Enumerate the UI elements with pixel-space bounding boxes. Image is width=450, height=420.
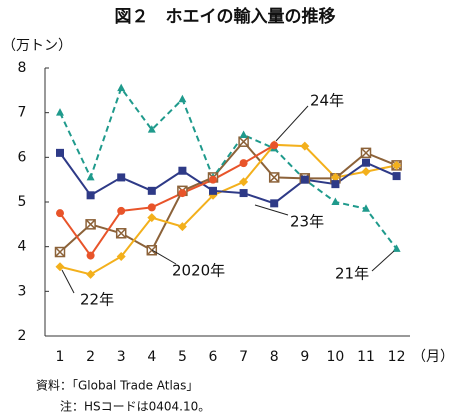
y-tick-label: 4 bbox=[18, 239, 27, 255]
point bbox=[86, 269, 96, 279]
point bbox=[362, 204, 370, 212]
point bbox=[270, 199, 279, 208]
x-tick-label: 4 bbox=[147, 349, 156, 365]
point bbox=[331, 197, 340, 205]
point bbox=[239, 130, 248, 138]
leader-line bbox=[275, 105, 309, 142]
x-tick-label: 12 bbox=[388, 349, 406, 365]
series-label: 22年 bbox=[80, 291, 114, 309]
point bbox=[117, 173, 126, 182]
point-cross bbox=[85, 219, 96, 230]
leader-line bbox=[254, 204, 289, 216]
x-tick-label: 1 bbox=[56, 349, 65, 365]
point-cross bbox=[238, 136, 249, 147]
leader-line bbox=[61, 269, 75, 294]
point-cross bbox=[360, 147, 372, 158]
point-cross bbox=[146, 245, 157, 256]
x-tick-label: 8 bbox=[270, 349, 279, 365]
point bbox=[177, 222, 187, 232]
point bbox=[146, 244, 158, 256]
y-tick-label: 2 bbox=[18, 328, 27, 344]
point bbox=[239, 159, 248, 168]
point bbox=[178, 94, 187, 103]
y-tick-label: 8 bbox=[18, 60, 27, 76]
point bbox=[56, 209, 64, 218]
x-tick-label: 2 bbox=[86, 349, 95, 365]
point bbox=[178, 166, 187, 175]
series-line bbox=[59, 143, 397, 276]
x-tick-label: 5 bbox=[178, 349, 187, 365]
point-cross bbox=[54, 246, 66, 258]
point bbox=[56, 148, 64, 157]
series-label: 21年 bbox=[335, 265, 369, 283]
chart-title: 図２ ホエイの輸入量の推移 bbox=[115, 6, 336, 27]
point bbox=[147, 203, 156, 212]
point bbox=[392, 160, 402, 170]
point bbox=[147, 213, 157, 223]
point bbox=[86, 172, 95, 181]
series-line bbox=[59, 140, 397, 253]
x-axis-label: （月） bbox=[412, 349, 450, 365]
point bbox=[86, 191, 95, 200]
y-tick-label: 3 bbox=[18, 283, 27, 299]
note: 資料：「Global Trade Atlas」 bbox=[36, 379, 198, 393]
point bbox=[56, 108, 64, 116]
point bbox=[268, 172, 280, 183]
x-tick-label: 3 bbox=[117, 349, 126, 365]
point bbox=[178, 189, 187, 198]
series-label: 2020年 bbox=[172, 262, 225, 280]
point bbox=[209, 175, 217, 184]
y-tick-label: 7 bbox=[18, 105, 27, 121]
point bbox=[54, 246, 66, 258]
x-tick-label: 9 bbox=[300, 349, 309, 365]
point bbox=[270, 141, 279, 150]
point bbox=[330, 172, 340, 182]
y-tick-label: 6 bbox=[18, 149, 27, 165]
point bbox=[147, 125, 156, 133]
x-tick-label: 7 bbox=[239, 349, 248, 365]
point bbox=[300, 175, 309, 184]
point bbox=[116, 251, 126, 261]
point bbox=[86, 251, 95, 260]
point bbox=[238, 136, 249, 147]
series-line bbox=[59, 85, 398, 250]
x-tick-label: 11 bbox=[357, 349, 375, 365]
point bbox=[239, 189, 248, 198]
point bbox=[300, 141, 310, 151]
point-cross bbox=[116, 228, 127, 239]
point bbox=[361, 167, 371, 177]
x-tick-label: 6 bbox=[209, 349, 218, 365]
x-tick-label: 10 bbox=[326, 349, 344, 365]
leader-line bbox=[371, 250, 395, 272]
leader-line bbox=[151, 249, 177, 265]
series-label: 23年 bbox=[290, 213, 324, 231]
point bbox=[209, 186, 217, 195]
note: 注：HSコードは0404.10。 bbox=[60, 399, 210, 414]
point-cross bbox=[269, 172, 280, 183]
point bbox=[147, 186, 156, 195]
series-label: 24年 bbox=[310, 92, 344, 110]
point bbox=[85, 219, 96, 230]
point bbox=[115, 228, 127, 239]
point bbox=[55, 262, 65, 272]
point bbox=[331, 180, 340, 189]
point bbox=[239, 177, 249, 187]
point bbox=[117, 83, 126, 92]
point bbox=[360, 147, 372, 159]
series-line bbox=[59, 144, 275, 258]
point bbox=[362, 158, 370, 167]
point bbox=[392, 172, 401, 181]
y-axis-label: （万トン） bbox=[2, 38, 72, 54]
y-tick-label: 5 bbox=[18, 194, 27, 210]
point bbox=[392, 244, 401, 252]
point bbox=[117, 206, 126, 215]
